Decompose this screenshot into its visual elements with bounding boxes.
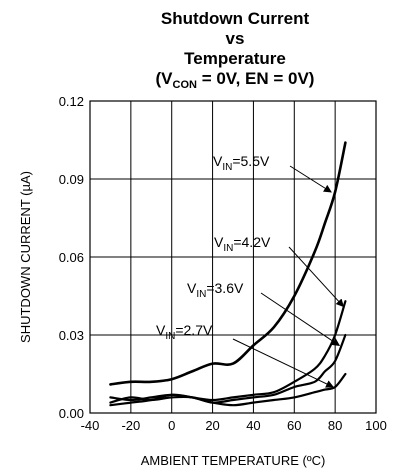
series-line-2-7v: [109, 372, 347, 407]
y-tick-label: 0.09: [59, 172, 84, 187]
annotation-3-6v-arrow: [260, 292, 341, 346]
x-tick-label: 20: [205, 418, 219, 433]
x-tick-label: 100: [365, 418, 387, 433]
annotation-5-5v-arrow: [289, 165, 332, 193]
grid: [90, 101, 376, 413]
x-tick-labels: -40 -20 0 20 40 60 80 100: [81, 418, 387, 433]
chart-title-line3: Temperature: [184, 49, 286, 68]
y-tick-label: 0.06: [59, 250, 84, 265]
x-tick-label: 40: [246, 418, 260, 433]
y-axis-label: SHUTDOWN CURRENT (µA): [18, 171, 33, 343]
annotation-5-5v-label: VIN=5.5V: [213, 153, 270, 173]
chart-title-condition: (VCON = 0V, EN = 0V): [156, 69, 315, 91]
annotation-2-7v-label: VIN=2.7V: [156, 322, 213, 342]
series-lines: [109, 141, 347, 407]
x-tick-label: -40: [81, 418, 100, 433]
y-tick-labels: 0.00 0.03 0.06 0.09 0.12: [59, 94, 84, 421]
series-annotations: VIN=5.5V VIN=4.2V VIN=3.6V VIN=2.7V: [156, 153, 344, 388]
plot-frame: [89, 100, 377, 414]
x-tick-label: -20: [121, 418, 140, 433]
x-tick-label: 80: [328, 418, 342, 433]
chart-title-line2: vs: [226, 29, 245, 48]
annotation-2-7v-arrow: [232, 338, 335, 388]
annotation-4-2v-arrow: [288, 246, 344, 308]
y-tick-label: 0.00: [59, 406, 84, 421]
x-axis-label: AMBIENT TEMPERATURE (ºC): [141, 453, 326, 468]
y-tick-label: 0.12: [59, 94, 84, 109]
annotation-3-6v-label: VIN=3.6V: [187, 280, 244, 300]
x-tick-label: 0: [168, 418, 175, 433]
series-line-4-2v: [109, 300, 347, 402]
annotation-4-2v-label: VIN=4.2V: [214, 234, 271, 254]
chart-title: Shutdown Current: [161, 9, 310, 28]
y-tick-label: 0.03: [59, 328, 84, 343]
x-tick-label: 60: [287, 418, 301, 433]
series-line-5-5v: [109, 141, 347, 386]
